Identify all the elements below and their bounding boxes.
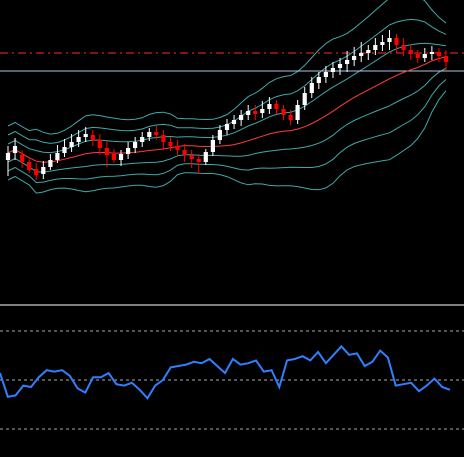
candle-body	[309, 83, 314, 93]
envelope-band-lower-3	[7, 90, 447, 194]
candle-body	[147, 132, 152, 137]
candle-body	[62, 147, 67, 153]
candle-body	[20, 155, 25, 162]
candle-body	[126, 148, 131, 154]
candle-body	[34, 169, 39, 175]
candle-body	[408, 50, 413, 54]
candle-body	[345, 60, 350, 64]
candle-body	[217, 130, 222, 140]
candle-body	[253, 111, 258, 114]
candle-body	[104, 148, 109, 155]
candle-body	[302, 93, 307, 105]
candle-body	[161, 135, 166, 142]
candle-body	[154, 132, 159, 135]
candle-body	[429, 52, 434, 54]
candle-body	[366, 50, 371, 53]
candle-body	[443, 56, 449, 62]
candle-body	[69, 142, 74, 147]
oscillator-line	[0, 344, 451, 400]
candle-body	[97, 140, 102, 148]
candle-body	[168, 142, 173, 146]
candle-body	[133, 142, 138, 148]
candle-body	[415, 54, 420, 58]
candle-body	[387, 38, 392, 42]
envelope-band-lower-1	[7, 67, 447, 173]
candle-body	[111, 154, 116, 160]
candle-body	[394, 38, 399, 45]
candle-body	[48, 160, 53, 167]
candle-body	[118, 154, 124, 160]
candle-body	[422, 54, 427, 58]
candle-body	[203, 152, 208, 162]
candle-body	[359, 53, 364, 56]
candle-body	[373, 45, 378, 50]
candle-body	[267, 104, 272, 109]
envelope-band-lower-2	[7, 79, 447, 184]
candle-body	[239, 115, 244, 120]
price-panel	[0, 0, 464, 194]
candle-body	[55, 153, 60, 160]
candle-body	[260, 109, 265, 113]
candle-body	[210, 140, 215, 152]
candle-body	[182, 150, 187, 155]
candle-body	[189, 155, 194, 159]
candle-body	[352, 56, 357, 60]
candle-body	[12, 146, 18, 153]
candle-body	[41, 167, 46, 174]
candle-body	[281, 109, 286, 115]
candle-body	[330, 68, 335, 72]
moving-average-line	[7, 56, 447, 163]
candle-body	[83, 134, 88, 137]
candle-body	[196, 159, 201, 162]
candle-body	[323, 72, 328, 77]
envelope-band-upper-1	[7, 42, 447, 154]
candle-body	[337, 64, 343, 68]
candle-body	[401, 45, 406, 50]
candle-body	[224, 124, 230, 130]
candle-body	[246, 111, 251, 115]
candle-body	[90, 135, 95, 140]
candle-body	[76, 137, 81, 142]
candle-body	[295, 105, 300, 120]
oscillator-panel	[0, 330, 464, 430]
candle-body	[175, 146, 180, 150]
candle-body	[140, 137, 145, 142]
candle-body	[316, 77, 321, 83]
candle-body	[274, 104, 279, 109]
candle-body	[380, 42, 385, 45]
candle-body	[231, 120, 237, 124]
candle-body	[436, 52, 441, 56]
envelope-band-upper-3	[7, 0, 447, 135]
candle-body	[288, 115, 293, 120]
candle-body	[27, 162, 32, 170]
candle-body	[5, 153, 11, 160]
